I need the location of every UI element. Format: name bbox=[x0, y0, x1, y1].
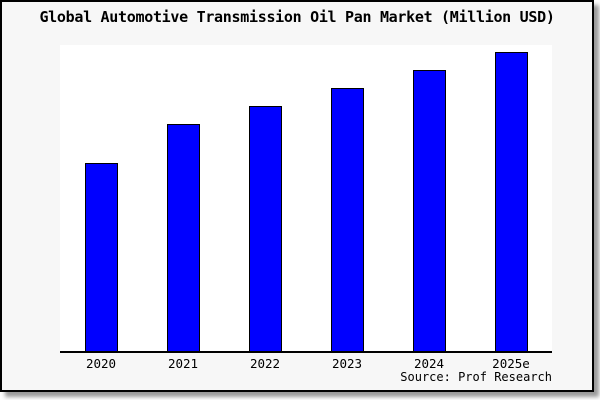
bar-2024 bbox=[412, 69, 446, 351]
x-tick-label-2020: 2020 bbox=[85, 356, 117, 371]
x-axis-labels: 2020 2021 2022 2023 2024 2025e bbox=[60, 356, 552, 372]
bar-2023 bbox=[330, 87, 364, 351]
bar-2021 bbox=[166, 123, 200, 351]
source-attribution: Source: Prof Research bbox=[400, 370, 552, 384]
x-tick-label-2022: 2022 bbox=[249, 356, 281, 371]
x-tick-label-2021: 2021 bbox=[167, 356, 199, 371]
bar-2025e bbox=[494, 52, 528, 351]
chart-frame: Global Automotive Transmission Oil Pan M… bbox=[0, 0, 594, 392]
chart-title: Global Automotive Transmission Oil Pan M… bbox=[39, 8, 555, 26]
bar-2022 bbox=[248, 105, 282, 351]
x-tick-label-2024: 2024 bbox=[413, 356, 445, 371]
x-tick-label-2025e: 2025e bbox=[492, 356, 530, 371]
bar-2020 bbox=[84, 162, 118, 351]
plot-area bbox=[60, 45, 552, 353]
x-tick-label-2023: 2023 bbox=[331, 356, 363, 371]
